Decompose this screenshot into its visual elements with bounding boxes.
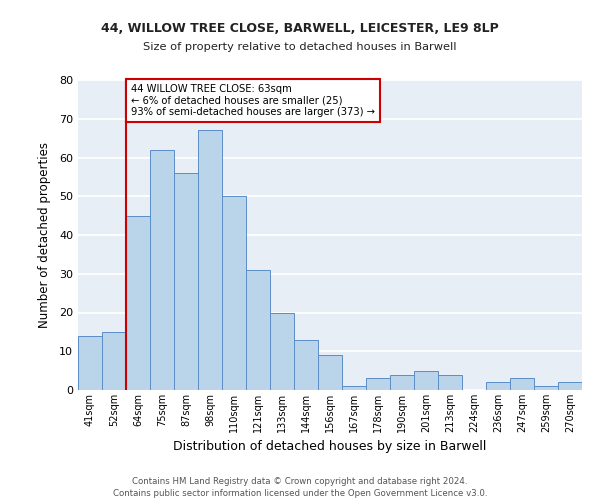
Bar <box>366 378 390 390</box>
X-axis label: Distribution of detached houses by size in Barwell: Distribution of detached houses by size … <box>173 440 487 454</box>
Bar <box>246 270 270 390</box>
Bar <box>102 332 126 390</box>
Y-axis label: Number of detached properties: Number of detached properties <box>38 142 50 328</box>
Text: Contains HM Land Registry data © Crown copyright and database right 2024.: Contains HM Land Registry data © Crown c… <box>132 478 468 486</box>
Bar <box>390 374 414 390</box>
Bar <box>438 374 462 390</box>
Bar <box>510 378 534 390</box>
Bar <box>222 196 246 390</box>
Bar <box>78 336 102 390</box>
Text: Contains public sector information licensed under the Open Government Licence v3: Contains public sector information licen… <box>113 489 487 498</box>
Bar <box>126 216 150 390</box>
Bar <box>198 130 222 390</box>
Bar <box>414 370 438 390</box>
Text: 44, WILLOW TREE CLOSE, BARWELL, LEICESTER, LE9 8LP: 44, WILLOW TREE CLOSE, BARWELL, LEICESTE… <box>101 22 499 36</box>
Bar <box>294 340 318 390</box>
Bar <box>486 382 510 390</box>
Bar <box>174 173 198 390</box>
Bar <box>150 150 174 390</box>
Text: 44 WILLOW TREE CLOSE: 63sqm
← 6% of detached houses are smaller (25)
93% of semi: 44 WILLOW TREE CLOSE: 63sqm ← 6% of deta… <box>131 84 375 117</box>
Bar <box>534 386 558 390</box>
Bar <box>342 386 366 390</box>
Bar <box>270 312 294 390</box>
Bar <box>318 355 342 390</box>
Text: Size of property relative to detached houses in Barwell: Size of property relative to detached ho… <box>143 42 457 52</box>
Bar <box>558 382 582 390</box>
